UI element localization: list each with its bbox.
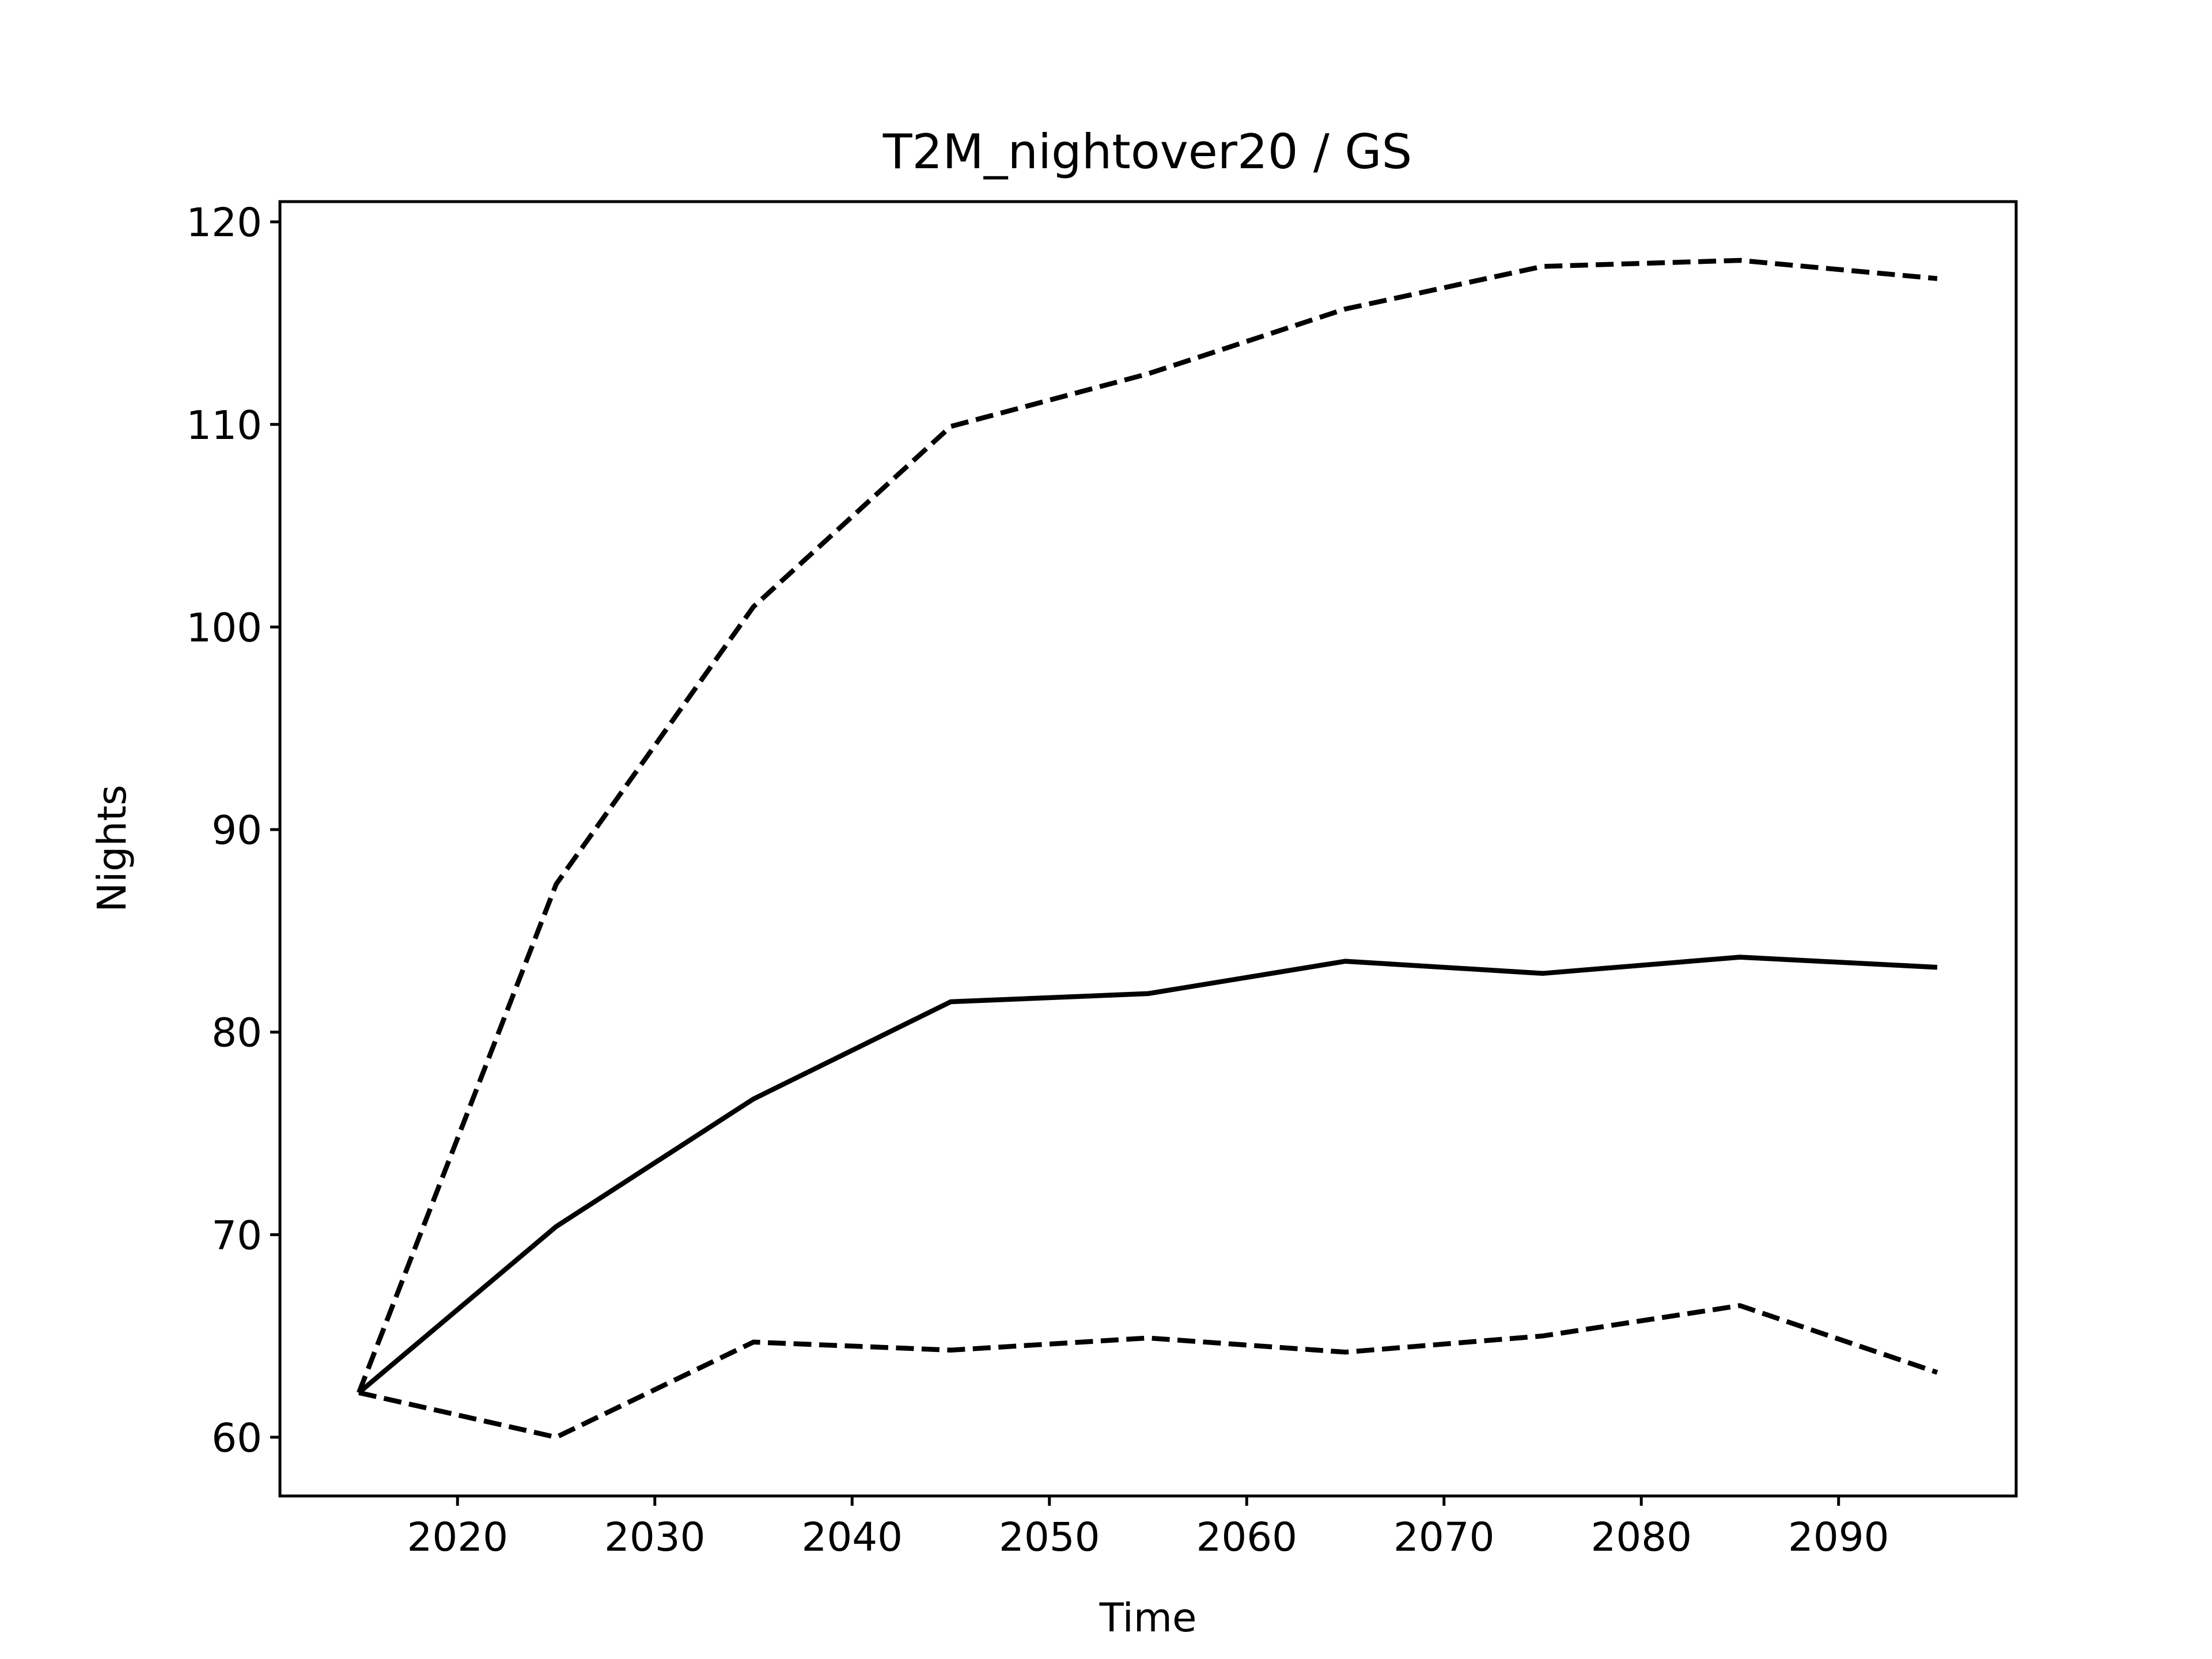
x-axis-label: Time xyxy=(1099,1595,1197,1641)
y-tick-label: 80 xyxy=(211,1010,262,1056)
x-tick-label: 2090 xyxy=(1788,1514,1889,1560)
x-tick-label: 2050 xyxy=(999,1514,1100,1560)
dashed-series-line xyxy=(357,257,1938,1394)
x-tick-label: 2060 xyxy=(1196,1514,1297,1560)
axes-frame xyxy=(278,200,2018,1498)
chart-title: T2M_nightover20 / GS xyxy=(882,124,1412,180)
y-tick-label: 70 xyxy=(211,1213,262,1259)
x-tick-label: 2020 xyxy=(407,1514,508,1560)
dashed-series-line xyxy=(358,1303,1938,1440)
x-tick-label: 2040 xyxy=(801,1514,903,1560)
y-tick-label: 100 xyxy=(186,605,262,651)
y-axis: 60 70 80 90 100 110 120 xyxy=(186,200,280,1461)
solid-series-line xyxy=(357,955,1938,1395)
x-axis: 2020 2030 2040 2050 2060 2070 2080 2090 xyxy=(407,1496,1889,1560)
y-axis-label: Nights xyxy=(89,785,135,912)
y-tick-label: 90 xyxy=(211,808,262,854)
x-tick-label: 2070 xyxy=(1393,1514,1495,1560)
y-tick-label: 120 xyxy=(186,200,262,246)
y-tick-label: 60 xyxy=(211,1415,262,1461)
x-tick-label: 2030 xyxy=(604,1514,706,1560)
x-tick-label: 2080 xyxy=(1590,1514,1692,1560)
series-layer xyxy=(357,257,1938,1440)
y-tick-label: 110 xyxy=(186,403,262,449)
